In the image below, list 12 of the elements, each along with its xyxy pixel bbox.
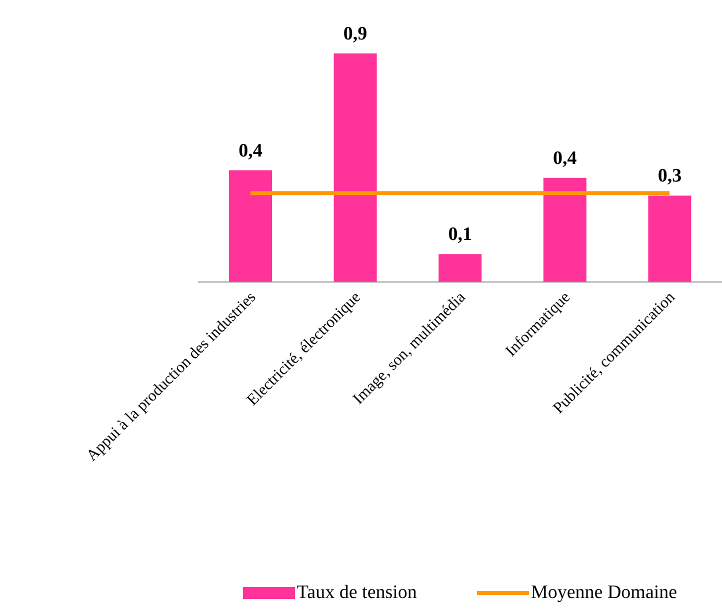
bar bbox=[438, 254, 482, 282]
bar bbox=[543, 178, 586, 282]
bar bbox=[648, 196, 692, 282]
bar bbox=[334, 53, 377, 282]
data-label: 0,4 bbox=[553, 148, 578, 169]
bar bbox=[229, 170, 272, 282]
data-label: 0,4 bbox=[238, 140, 263, 162]
data-label: 0,9 bbox=[343, 23, 368, 44]
legend-label: Moyenne Domaine bbox=[530, 582, 678, 604]
data-label: 0,3 bbox=[658, 166, 682, 187]
legend-label: Taux de tension bbox=[296, 582, 417, 604]
data-label: 0,1 bbox=[448, 224, 472, 246]
